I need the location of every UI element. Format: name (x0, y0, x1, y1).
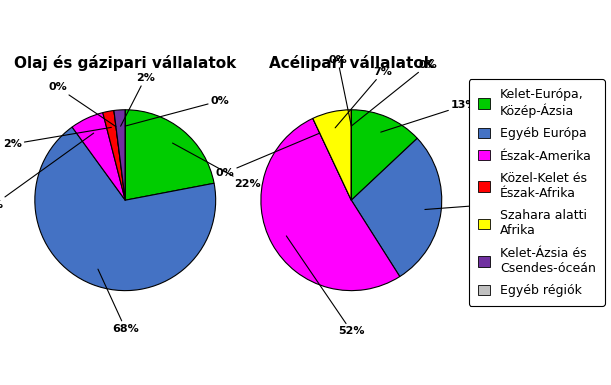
Text: 0%: 0% (351, 60, 437, 126)
Text: 28%: 28% (425, 200, 502, 210)
Wedge shape (114, 110, 125, 200)
Wedge shape (72, 113, 125, 200)
Legend: Kelet-Európa,
Közép-Ázsia, Egyéb Európa, Észak-Amerika, Közel-Kelet és
Észak-Afr: Kelet-Európa, Közép-Ázsia, Egyéb Európa,… (469, 79, 605, 306)
Wedge shape (313, 118, 351, 200)
Text: 22%: 22% (172, 143, 261, 189)
Wedge shape (103, 110, 125, 200)
Wedge shape (261, 118, 400, 291)
Text: 0%: 0% (48, 82, 116, 127)
Wedge shape (351, 138, 442, 276)
Text: 68%: 68% (98, 269, 139, 334)
Wedge shape (114, 110, 125, 200)
Title: Olaj és gázipari vállalatok: Olaj és gázipari vállalatok (14, 55, 236, 71)
Text: 2%: 2% (120, 73, 155, 126)
Text: 0%: 0% (328, 55, 351, 126)
Text: 13%: 13% (381, 100, 478, 132)
Text: 0%: 0% (215, 133, 320, 178)
Wedge shape (125, 110, 214, 200)
Wedge shape (351, 110, 417, 200)
Wedge shape (313, 110, 351, 200)
Text: 7%: 7% (335, 67, 392, 128)
Text: 6%: 6% (0, 133, 93, 210)
Text: 52%: 52% (287, 236, 365, 336)
Wedge shape (35, 127, 216, 291)
Title: Acélipari vállalatok: Acélipari vállalatok (269, 55, 434, 71)
Text: 0%: 0% (125, 96, 230, 126)
Text: 2%: 2% (3, 127, 111, 149)
